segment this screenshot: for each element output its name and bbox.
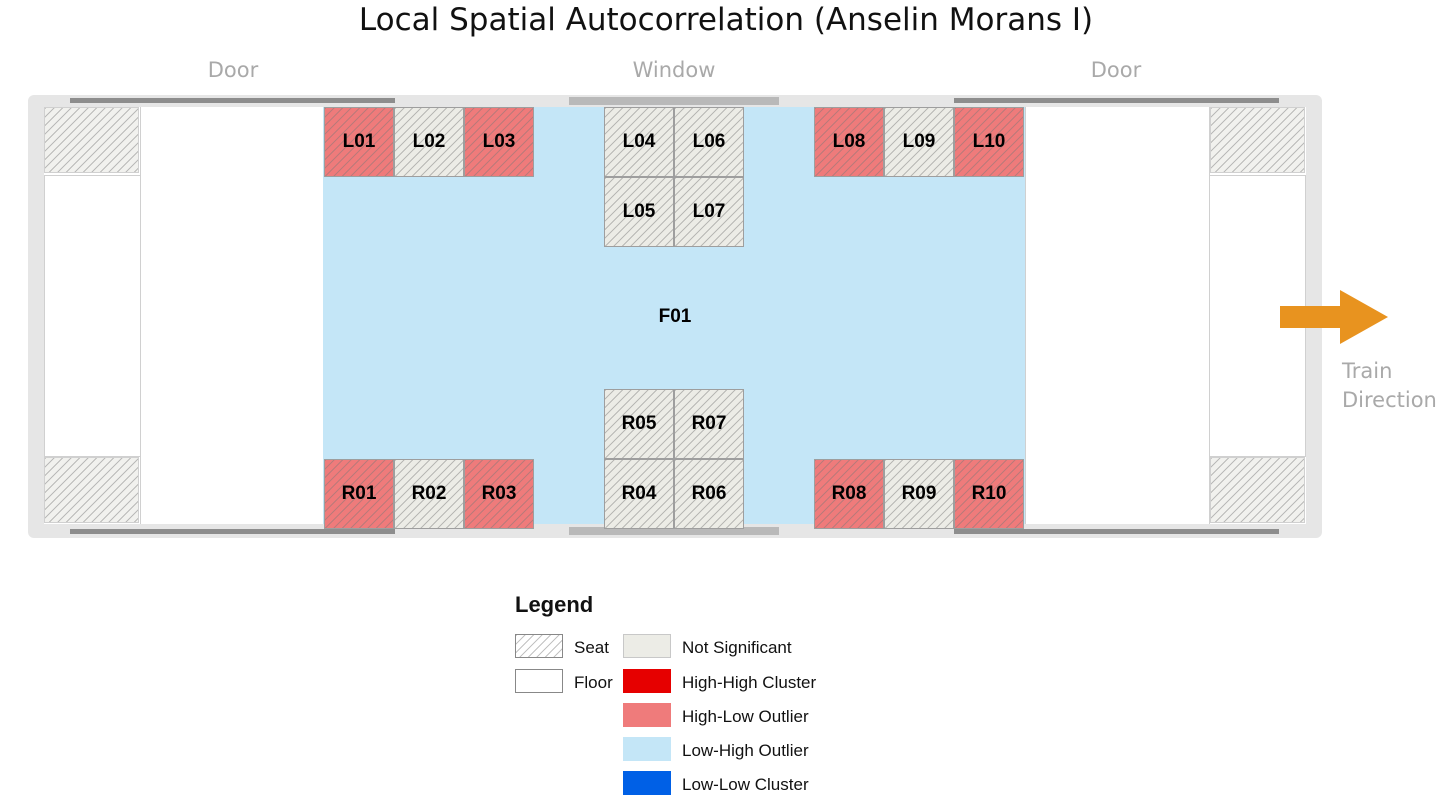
seat-r04: R04 <box>604 459 674 529</box>
legend-swatch-low-low <box>623 771 671 795</box>
seat-l04: L04 <box>604 107 674 177</box>
seat-l05: L05 <box>604 177 674 247</box>
seat-r08: R08 <box>814 459 884 529</box>
seat-r03: R03 <box>464 459 534 529</box>
left-vestibule <box>140 107 324 524</box>
window-label: Window <box>632 58 716 82</box>
door-left-label: Door <box>207 58 259 82</box>
window-rail-bottom <box>569 527 779 535</box>
legend-swatch-high-low <box>623 703 671 727</box>
legend-label-seat: Seat <box>574 638 609 657</box>
seat-r02: R02 <box>394 459 464 529</box>
seat-l02: L02 <box>394 107 464 177</box>
legend-label-not-significant: Not Significant <box>682 638 792 657</box>
seat-r09: R09 <box>884 459 954 529</box>
door-rail-top-right <box>954 98 1279 103</box>
end-seat <box>44 457 139 523</box>
end-seat <box>1210 457 1305 523</box>
seat-l09: L09 <box>884 107 954 177</box>
seat-l03: L03 <box>464 107 534 177</box>
train-direction-line2: Direction <box>1342 388 1437 412</box>
seat-r05: R05 <box>604 389 674 459</box>
right-vestibule <box>1025 107 1210 524</box>
end-seat <box>44 107 139 173</box>
door-rail-bottom-right <box>954 529 1279 534</box>
legend-swatch-seat <box>515 634 563 658</box>
legend-label-low-low: Low-Low Cluster <box>682 775 809 794</box>
seat-r07: R07 <box>674 389 744 459</box>
legend-swatch-not-significant <box>623 634 671 658</box>
seat-l07: L07 <box>674 177 744 247</box>
seat-l01: L01 <box>324 107 394 177</box>
train-direction-line1: Train <box>1342 359 1393 383</box>
door-right-label: Door <box>1090 58 1142 82</box>
seat-r10: R10 <box>954 459 1024 529</box>
left-end-panel <box>44 175 141 457</box>
seat-l10: L10 <box>954 107 1024 177</box>
window-rail-top <box>569 97 779 105</box>
legend-swatch-low-high <box>623 737 671 761</box>
train-direction-label: Train Direction <box>1342 357 1437 415</box>
train-direction-arrow-icon <box>1280 290 1388 344</box>
door-rail-top-left <box>70 98 395 103</box>
diagram-title: Local Spatial Autocorrelation (Anselin M… <box>358 2 1094 38</box>
floor-label: F01 <box>658 306 692 327</box>
end-seat <box>1210 107 1305 173</box>
seat-r06: R06 <box>674 459 744 529</box>
seat-r01: R01 <box>324 459 394 529</box>
legend-title: Legend <box>515 592 594 617</box>
legend-label-high-low: High-Low Outlier <box>682 707 809 726</box>
legend-label-high-high: High-High Cluster <box>682 673 817 692</box>
door-rail-bottom-left <box>70 529 395 534</box>
legend-label-low-high: Low-High Outlier <box>682 741 809 760</box>
legend-label-floor: Floor <box>574 673 613 692</box>
legend-swatch-high-high <box>623 669 671 693</box>
legend-swatch-floor <box>515 669 563 693</box>
seat-l08: L08 <box>814 107 884 177</box>
seat-l06: L06 <box>674 107 744 177</box>
